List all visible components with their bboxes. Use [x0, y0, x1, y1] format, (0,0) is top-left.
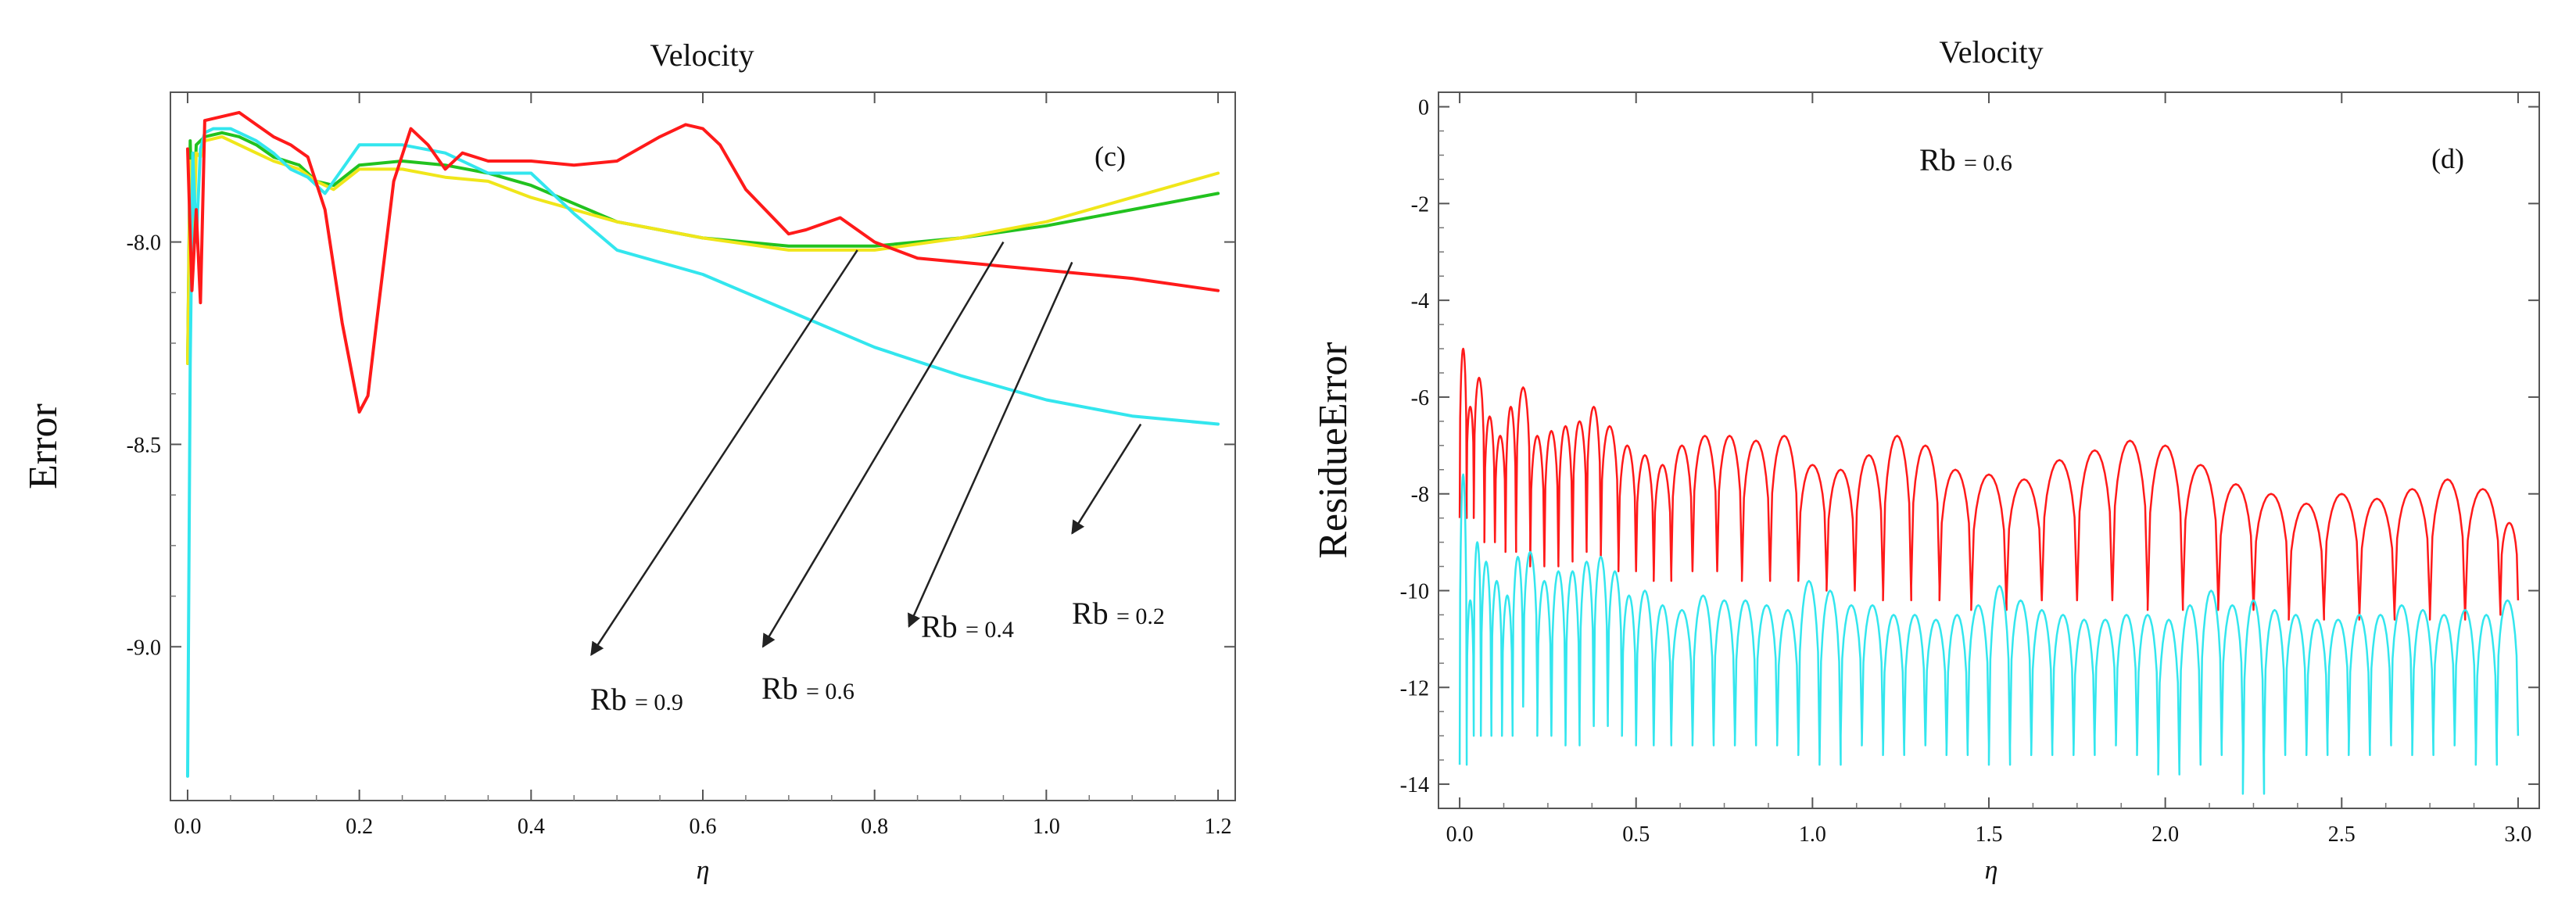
annotation-arrow [590, 249, 858, 657]
chart-d-panel-label: (d) [2431, 143, 2464, 174]
series-line-green [186, 131, 1220, 365]
annotation-rb-0-2-symbol: Rb [1072, 596, 1109, 631]
chart-c-x-tick-label: 1.2 [1205, 815, 1232, 839]
chart-d-y-tick-label: -6 [1411, 386, 1429, 410]
chart-panel-d: Velocity 0.0 0.5 1.0 1.5 2.0 2.5 3.0 0 -2 -4 -6 -8 -… [1311, 34, 2540, 885]
chart-d-y-tick-label: -2 [1411, 192, 1429, 217]
annotation-rb-0-4: Rb = 0.4 [921, 609, 1014, 644]
series-line-cyan [1458, 473, 2520, 795]
chart-c-title: Velocity [650, 38, 754, 73]
chart-d-x-tick-label: 1.5 [1976, 822, 2003, 847]
annotation-rb-0-9-symbol: Rb [590, 682, 627, 717]
chart-d-y-tick-label: -12 [1400, 676, 1429, 700]
chart-d-y-tick-label: 0 [1418, 96, 1429, 120]
annotation-rb-0-6: Rb = 0.6 [761, 671, 854, 706]
chart-d-x-tick-label: 2.5 [2328, 822, 2356, 847]
annotation-rb-0-2-value: = 0.2 [1116, 604, 1165, 629]
chart-d-y-tick-label: -4 [1411, 289, 1429, 313]
chart-d-x-tick-label: 0.5 [1622, 822, 1650, 847]
chart-c-x-axis-label: η [697, 856, 710, 885]
chart-d-x-tick-label: 3.0 [2504, 822, 2531, 847]
annotation-rb-0-4-value: = 0.4 [966, 617, 1014, 643]
chart-d-note-value: = 0.6 [1964, 150, 2012, 176]
chart-c-y-tick-label: -8.0 [127, 231, 161, 256]
chart-d-x-tick-label: 1.0 [1799, 822, 1826, 847]
chart-c-x-tick-label: 0.6 [690, 815, 717, 839]
annotation-arrow [761, 241, 1005, 648]
annotation-rb-0-9: Rb = 0.9 [590, 682, 683, 717]
series-line-red [1458, 347, 2520, 621]
chart-d-y-tick-label: -14 [1400, 773, 1429, 797]
series-line-cyan [186, 127, 1220, 778]
chart-c-panel-label: (c) [1095, 141, 1126, 172]
chart-c-y-tick-label: -9.0 [127, 636, 161, 660]
chart-c-x-tick-label: 0.0 [174, 815, 201, 839]
chart-c-x-tick-label: 1.0 [1033, 815, 1060, 839]
chart-d-note-symbol: Rb [1919, 142, 1956, 177]
chart-d-note: Rb = 0.6 [1919, 142, 2012, 177]
annotation-rb-0-6-symbol: Rb [761, 671, 798, 706]
chart-c-x-tick-label: 0.2 [346, 815, 373, 839]
chart-c-x-tick-label: 0.8 [861, 815, 888, 839]
chart-c-y-axis-label: Error [21, 403, 66, 489]
annotation-rb-0-2: Rb = 0.2 [1072, 596, 1165, 631]
annotation-arrow [908, 261, 1073, 628]
annotation-rb-0-4-symbol: Rb [921, 609, 958, 644]
annotation-rb-0-6-value: = 0.6 [806, 679, 854, 704]
chart-panel-c: Velocity 0.0 0.2 0.4 0.6 0.8 1.0 1.2 -8.0 -8.5 -9… [21, 38, 1236, 885]
chart-c-y-tick-label: -8.5 [127, 433, 161, 457]
chart-d-y-axis-label: ResidueError [1311, 342, 1356, 558]
chart-d-y-tick-label: -10 [1400, 579, 1429, 604]
chart-c-frame [170, 91, 1236, 801]
chart-c-x-tick-label: 0.4 [518, 815, 545, 839]
chart-d-title: Velocity [1939, 34, 2043, 70]
series-line-red [186, 110, 1220, 414]
chart-d-x-tick-label: 2.0 [2151, 822, 2179, 847]
annotation-arrow [1071, 423, 1142, 535]
chart-d-y-tick-label: -8 [1411, 483, 1429, 507]
chart-d-x-tick-label: 0.0 [1446, 822, 1474, 847]
chart-d-x-axis-label: η [1985, 856, 1998, 885]
annotation-rb-0-9-value: = 0.9 [635, 690, 683, 715]
